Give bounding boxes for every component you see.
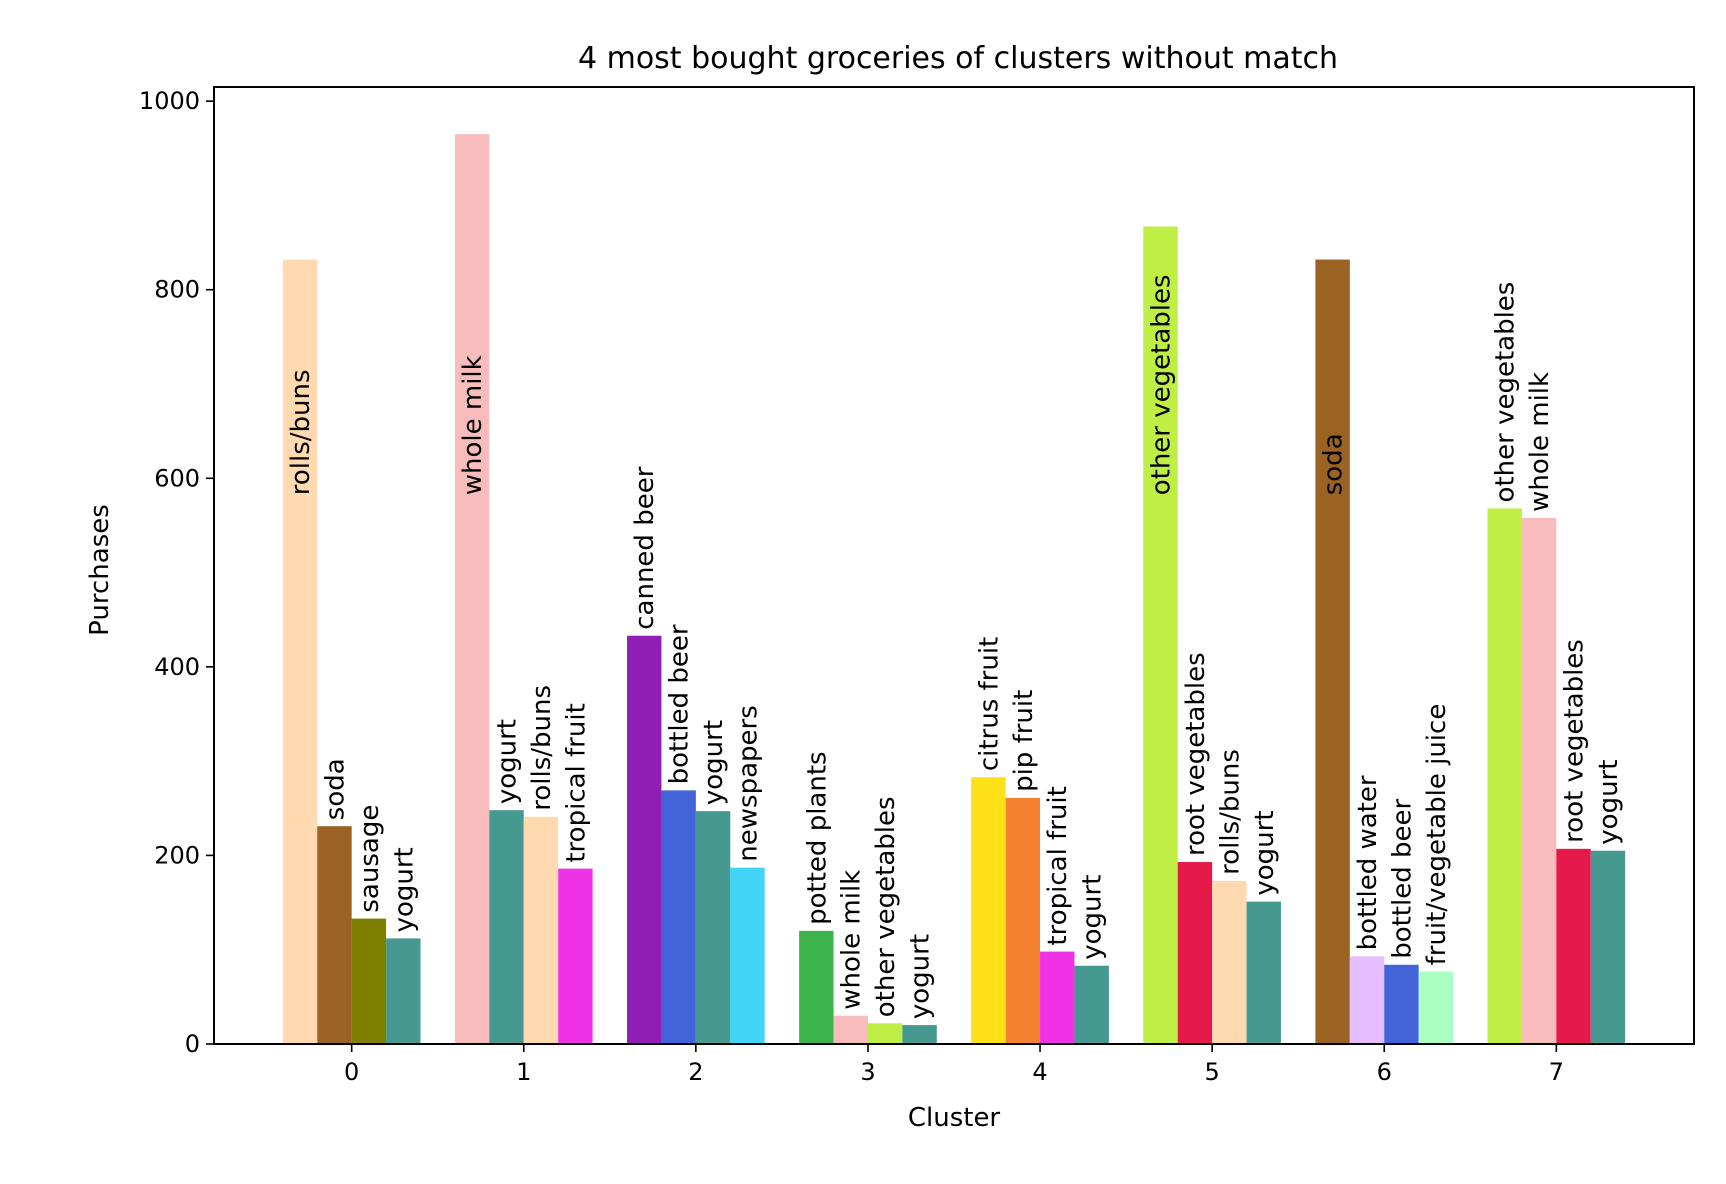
x-tick-label: 0 [344, 1058, 359, 1086]
bar [1521, 517, 1557, 1044]
bar-label: whole milk [1525, 372, 1555, 512]
y-axis-label: Purchases [85, 504, 115, 636]
bar [661, 790, 696, 1044]
bar-label: other vegetables [1147, 274, 1177, 495]
plot-frame [213, 86, 1695, 1045]
bar [1384, 964, 1419, 1044]
bar [1556, 848, 1591, 1044]
x-tick-label: 5 [1204, 1058, 1219, 1086]
bar-label: tropical fruit [561, 703, 591, 862]
bar [1315, 259, 1350, 1044]
bar-label: citrus fruit [974, 637, 1004, 771]
bar [867, 1023, 903, 1044]
x-tick-label: 1 [516, 1058, 531, 1086]
bar-label: yogurt [389, 847, 419, 932]
x-tick-label: 4 [1032, 1058, 1047, 1086]
bar [1143, 226, 1178, 1045]
bar-label: sausage [355, 805, 385, 913]
bar-label: soda [1319, 433, 1349, 495]
bar [1590, 850, 1626, 1044]
bar [1349, 956, 1385, 1044]
bar [695, 811, 731, 1044]
bar [1177, 862, 1213, 1044]
bar-label: newspapers [733, 705, 763, 861]
y-tick-label: 800 [154, 276, 200, 304]
bar [386, 938, 421, 1044]
bar [902, 1025, 937, 1044]
bar-label: yogurt [493, 719, 523, 804]
x-tick-label: 6 [1377, 1058, 1392, 1086]
bar [1418, 971, 1454, 1044]
y-tick-label: 1000 [139, 87, 200, 115]
bar [454, 134, 490, 1045]
bar-label: whole milk [837, 870, 867, 1010]
bar-label: yogurt [1250, 810, 1280, 895]
bar-label: tropical fruit [1043, 786, 1073, 945]
bar-label: bottled beer [665, 624, 695, 784]
bar-label: pip fruit [1009, 690, 1039, 792]
x-tick-label: 2 [688, 1058, 703, 1086]
bar-label: bottled beer [1387, 799, 1417, 959]
bar [558, 868, 593, 1044]
bar [1005, 797, 1041, 1044]
bar-label: rolls/buns [286, 369, 316, 495]
bar-label: yogurt [1078, 875, 1108, 960]
bar [730, 867, 765, 1044]
chart-title: 4 most bought groceries of clusters with… [578, 41, 1338, 76]
bar [1040, 951, 1075, 1044]
x-axis-label: Cluster [908, 1103, 1001, 1133]
y-tick-label: 0 [185, 1030, 200, 1058]
bar-label: other vegetables [871, 796, 901, 1017]
bar-label: soda [320, 758, 350, 820]
bar-label: root vegetables [1181, 652, 1211, 856]
bar-label: yogurt [1594, 760, 1624, 845]
bar-label: yogurt [699, 720, 729, 805]
y-axis: 0 200 400 600 800 1000 [139, 87, 214, 1058]
bar-label: root vegetables [1560, 639, 1590, 843]
bar-label: yogurt [906, 934, 936, 1019]
y-tick-label: 200 [154, 841, 200, 869]
bar-label: other vegetables [1491, 282, 1521, 503]
bar [489, 810, 524, 1044]
bar [317, 826, 352, 1044]
bar-label: rolls/buns [1215, 749, 1245, 875]
bar [971, 777, 1006, 1044]
bar-label: bottled water [1353, 775, 1383, 950]
plot-bars [282, 134, 1626, 1045]
y-tick-label: 400 [154, 653, 200, 681]
bar [833, 1015, 868, 1044]
bar [799, 930, 834, 1044]
bar-label: potted plants [802, 751, 832, 924]
bar [1487, 508, 1522, 1044]
bar-label: rolls/buns [527, 685, 557, 811]
y-tick-label: 600 [154, 464, 200, 492]
bar [351, 918, 387, 1044]
x-tick-label: 7 [1549, 1058, 1564, 1086]
bar [282, 259, 318, 1044]
bar [1074, 965, 1109, 1044]
bar-label: canned beer [630, 466, 660, 629]
x-axis: 0 1 2 3 4 5 6 7 [344, 1044, 1564, 1086]
bar [627, 635, 662, 1044]
bar [1212, 880, 1247, 1044]
bar-label: whole milk [458, 355, 488, 495]
bar [523, 816, 559, 1044]
bar [1246, 901, 1281, 1044]
bar-label: fruit/vegetable juice [1422, 704, 1452, 966]
x-tick-label: 3 [860, 1058, 875, 1086]
